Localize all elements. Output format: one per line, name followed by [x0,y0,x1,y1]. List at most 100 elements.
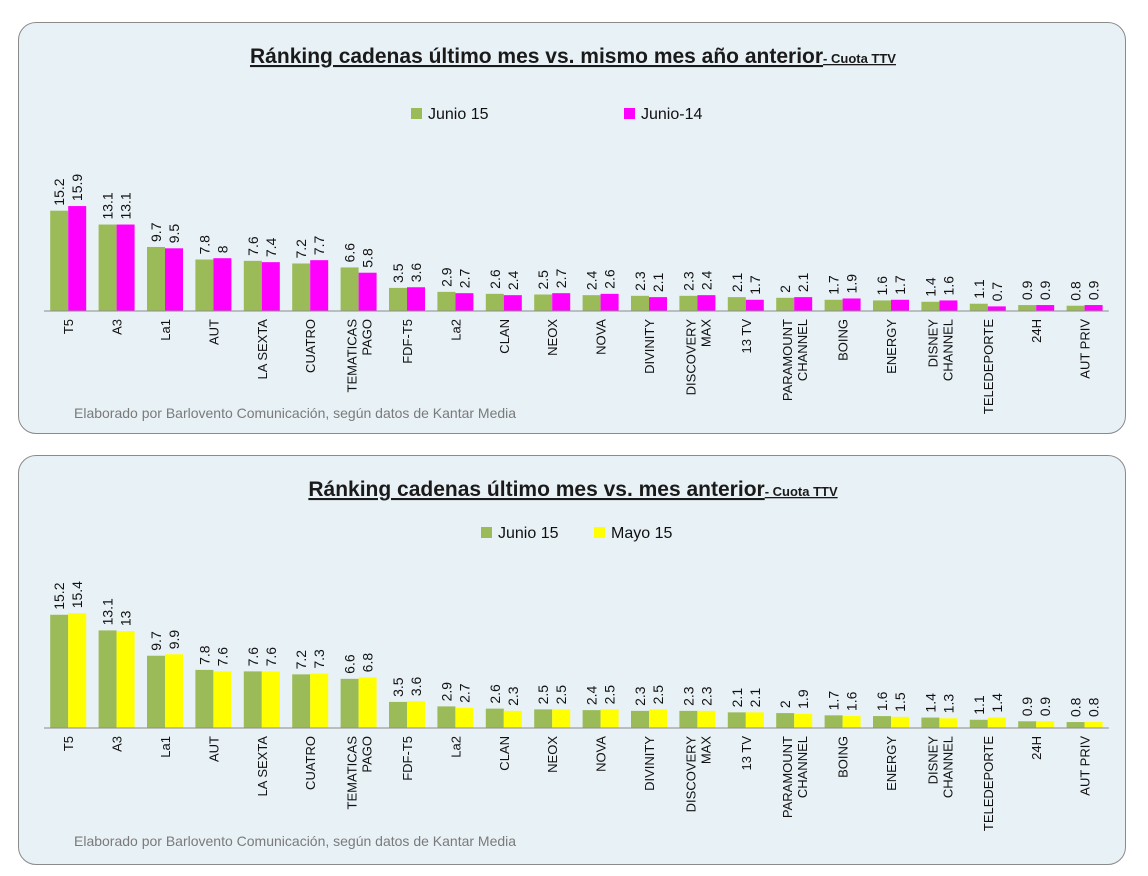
bar-s0-6 [340,267,359,311]
footer-note: Elaborado por Barlovento Comunicación, s… [74,833,516,849]
bar-s1-21 [1084,722,1103,728]
bar-s1-18 [939,718,958,728]
bar-s1-13 [697,710,716,728]
value-label-s0-21: 0.8 [1068,697,1084,717]
category-label-12: DIVINITY [642,736,657,791]
bar-s1-11 [600,293,619,311]
bar-s1-1 [116,224,135,311]
bar-s0-18 [921,301,940,311]
legend-swatch-1 [624,108,635,119]
bar-s1-15 [794,713,813,728]
value-label-s0-2: 9.7 [148,631,164,651]
value-label-s1-16: 1.6 [844,691,860,711]
value-label-s1-1: 13 [118,610,134,626]
bar-s1-20 [1036,721,1055,728]
category-label-16: BOING [836,319,851,361]
value-label-s1-6: 6.8 [360,653,376,673]
category-label-3: AUT [206,319,221,345]
bar-s1-0 [68,613,87,728]
value-label-s0-15: 2 [777,700,793,708]
value-label-s0-4: 7.6 [245,647,261,667]
bar-s1-4 [261,262,280,311]
bar-s0-10 [534,294,553,311]
category-label-0: T5 [61,736,76,751]
bar-s0-9 [485,708,504,728]
value-label-s0-1: 13.1 [100,598,116,625]
bar-s0-14 [727,297,746,311]
bar-s0-20 [1018,721,1037,728]
value-label-s0-12: 2.3 [632,686,648,706]
category-label-1: A3 [110,319,125,335]
value-label-s1-10: 2.7 [553,269,569,289]
bar-s0-16 [824,299,843,311]
category-label-7: FDF-T5 [400,736,415,781]
bar-s1-5 [310,673,329,728]
value-label-s0-8: 2.9 [438,267,454,287]
value-label-s1-7: 3.6 [408,677,424,697]
value-label-s1-5: 7.3 [311,649,327,669]
value-label-s0-17: 1.6 [874,276,890,296]
value-label-s1-19: 0.7 [989,282,1005,302]
chart-title: Ránking cadenas último mes vs. mismo mes… [250,45,896,68]
bar-s0-8 [437,291,456,311]
value-label-s1-9: 2.4 [505,270,521,290]
category-label-0: T5 [61,319,76,334]
category-label-17: ENERGY [884,319,899,374]
value-label-s0-13: 2.3 [680,686,696,706]
value-label-s0-18: 1.4 [922,277,938,297]
chart-title-main: Ránking cadenas último mes vs. mes anter… [308,478,764,501]
bar-s1-11 [600,709,619,728]
value-label-s0-11: 2.4 [584,270,600,290]
legend-label-0: Junio 15 [428,106,489,123]
bar-s1-12 [649,709,667,728]
bar-s1-6 [358,677,377,728]
bar-s1-16 [842,716,861,728]
category-label-5: CUATRO [303,736,318,790]
value-label-s1-20: 0.9 [1037,280,1053,300]
category-label-9: CLAN [497,319,512,354]
category-label-18: DISNEYCHANNEL [925,319,955,381]
value-label-s0-5: 7.2 [293,650,309,670]
category-label-15: PARAMOUNTCHANNEL [780,319,810,401]
bar-s1-10 [552,709,571,728]
value-label-s0-19: 1.1 [971,695,987,715]
value-label-s0-19: 1.1 [971,279,987,299]
category-label-6: TEMATICASPAGO [345,319,375,393]
value-label-s1-1: 13.1 [118,192,134,219]
value-label-s1-18: 1.6 [940,276,956,296]
category-label-1: A3 [110,736,125,752]
value-label-s1-2: 9.5 [166,224,182,244]
value-label-s1-4: 7.4 [263,237,279,257]
bar-s0-4 [243,260,262,311]
value-label-s0-7: 3.5 [390,677,406,697]
bar-s1-21 [1084,305,1103,311]
bar-s0-13 [679,295,698,311]
legend-swatch-0 [481,527,492,538]
value-label-s1-15: 1.9 [795,689,811,709]
bar-s0-2 [147,246,165,311]
bar-s0-9 [485,293,504,311]
category-label-19: TELEDEPORTE [981,736,996,831]
category-label-6: TEMATICASPAGO [345,736,375,810]
bar-s0-12 [631,710,649,728]
value-label-s0-17: 1.6 [874,691,890,711]
value-label-s1-21: 0.8 [1086,697,1102,717]
value-label-s0-14: 2.1 [729,688,745,708]
category-label-21: AUT PRIV [1078,736,1093,796]
value-label-s1-14: 2.1 [747,688,763,708]
value-label-s0-1: 13.1 [100,192,116,219]
category-label-12: DIVINITY [642,319,657,374]
value-label-s1-5: 7.7 [311,236,327,256]
bar-s1-14 [745,712,764,728]
value-label-s0-10: 2.5 [535,685,551,705]
category-label-13: DISCOVERYMAX [683,736,713,813]
bar-s1-5 [310,260,329,311]
value-label-s0-15: 2 [777,285,793,293]
category-label-8: La2 [448,736,463,758]
category-label-4: LA SEXTA [255,736,270,797]
value-label-s0-16: 1.7 [826,691,842,711]
category-label-2: La1 [158,736,173,758]
value-label-s1-14: 1.7 [747,275,763,295]
category-label-14: 13 TV [739,319,754,354]
bar-s1-16 [842,298,861,311]
